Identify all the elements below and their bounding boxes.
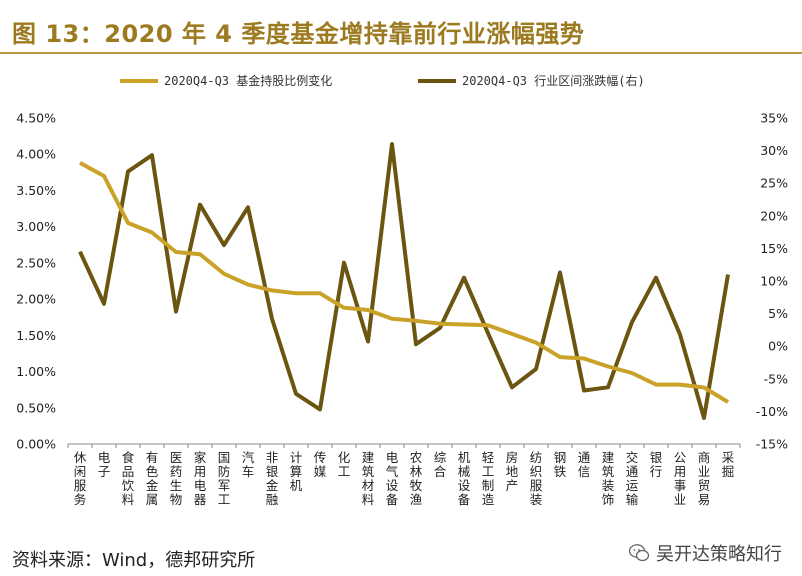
category-label: 食品饮料 bbox=[122, 450, 135, 507]
legend-label-industry-return: 2020Q4-Q3 行业区间涨跌幅(右) bbox=[462, 73, 645, 88]
right-axis-tick-label: -5% bbox=[764, 371, 788, 386]
chart-title: 图 13：2020 年 4 季度基金增持靠前行业涨幅强势 bbox=[12, 20, 585, 48]
title-divider bbox=[0, 52, 802, 54]
right-axis-tick-label: 0% bbox=[768, 339, 788, 354]
category-label: 商业贸易 bbox=[698, 450, 711, 507]
category-label: 建筑装饰 bbox=[602, 450, 615, 507]
right-axis-tick-label: 35% bbox=[760, 111, 788, 126]
category-label: 汽车 bbox=[242, 450, 255, 479]
left-axis-tick-label: 0.50% bbox=[16, 400, 56, 415]
left-axis-tick-label: 4.50% bbox=[16, 111, 56, 126]
category-label: 通信 bbox=[578, 450, 591, 479]
category-label: 房地产 bbox=[506, 450, 519, 493]
left-axis-tick-label: 2.50% bbox=[16, 255, 56, 270]
right-axis-tick-label: 25% bbox=[760, 176, 788, 191]
category-label: 电子 bbox=[98, 450, 111, 479]
right-axis-tick-label: 5% bbox=[768, 306, 788, 321]
category-label: 钢铁 bbox=[554, 450, 567, 479]
category-label: 银行 bbox=[650, 450, 663, 479]
category-label: 计算机 bbox=[290, 450, 303, 493]
category-label: 机械设备 bbox=[458, 450, 471, 507]
category-label: 国防军工 bbox=[218, 450, 231, 507]
category-label: 农林牧渔 bbox=[410, 450, 423, 507]
right-axis-tick-label: 30% bbox=[760, 143, 788, 158]
right-axis-tick-label: -15% bbox=[756, 437, 788, 452]
category-label: 公用事业 bbox=[674, 450, 687, 507]
right-axis-tick-label: 15% bbox=[760, 241, 788, 256]
category-label: 非银金融 bbox=[266, 450, 279, 507]
left-axis-tick-label: 0.00% bbox=[16, 437, 56, 452]
category-label: 轻工制造 bbox=[482, 450, 495, 507]
category-label: 有色金属 bbox=[146, 450, 159, 507]
left-axis-tick-label: 4.00% bbox=[16, 147, 56, 162]
watermark-text: 吴开达策略知行 bbox=[656, 544, 782, 565]
left-axis-tick-label: 1.50% bbox=[16, 328, 56, 343]
left-axis-tick-label: 2.00% bbox=[16, 292, 56, 307]
right-axis-tick-label: -10% bbox=[756, 404, 788, 419]
category-label: 休闲服务 bbox=[74, 450, 87, 507]
source-note: 资料来源：Wind，德邦研究所 bbox=[12, 550, 256, 571]
category-label: 采掘 bbox=[722, 450, 735, 479]
legend-label-fund-holding: 2020Q4-Q3 基金持股比例变化 bbox=[164, 73, 332, 88]
line-chart: 0.00% 0.50% 1.00% 1.50% 2.00% 2.50% 3.00% 3.50%… bbox=[16, 73, 788, 507]
category-label: 综合 bbox=[434, 450, 447, 479]
category-label: 电气设备 bbox=[386, 450, 399, 507]
series-line-industry-return bbox=[78, 142, 730, 420]
category-label: 家用电器 bbox=[194, 450, 207, 507]
category-label: 建筑材料 bbox=[362, 450, 375, 507]
category-label: 交通运输 bbox=[626, 450, 639, 507]
series-line-fund-holding-change bbox=[79, 161, 730, 404]
category-label: 医药生物 bbox=[170, 450, 183, 507]
category-label: 纺织服装 bbox=[530, 450, 543, 507]
category-label: 化工 bbox=[338, 450, 351, 479]
right-axis-tick-label: 10% bbox=[760, 274, 788, 289]
left-axis-tick-label: 3.00% bbox=[16, 219, 56, 234]
wechat-icon bbox=[628, 544, 650, 562]
category-label: 传媒 bbox=[314, 450, 327, 479]
left-axis-tick-label: 3.50% bbox=[16, 183, 56, 198]
left-axis-tick-label: 1.00% bbox=[16, 364, 56, 379]
watermark: 吴开达策略知行 bbox=[628, 540, 782, 566]
right-axis-tick-label: 20% bbox=[760, 208, 788, 223]
